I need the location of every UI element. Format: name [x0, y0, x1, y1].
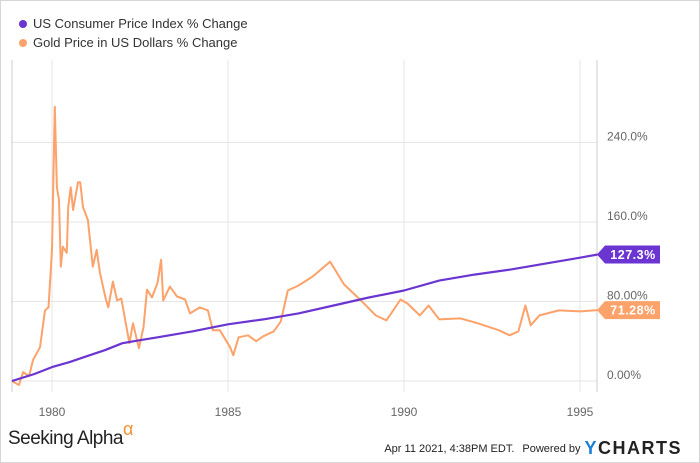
y-tick-label: 160.0% — [607, 209, 648, 223]
powered-by-label: Powered by — [522, 442, 581, 455]
seeking-alpha-logo[interactable]: Seeking Alphaα — [8, 419, 133, 450]
legend-label-gold: Gold Price in US Dollars % Change — [33, 35, 238, 50]
timestamp: Apr 11 2021, 4:38PM EDT. — [384, 442, 515, 455]
ycharts-y: Y — [584, 438, 598, 458]
legend-label-cpi: US Consumer Price Index % Change — [33, 16, 248, 31]
legend: US Consumer Price Index % Change Gold Pr… — [19, 14, 248, 52]
alpha-mark: α — [123, 419, 133, 439]
gold-end-label: 71.28% — [610, 304, 655, 318]
ycharts-text: CHARTS — [598, 438, 682, 458]
y-tick-label: 0.00% — [607, 368, 641, 382]
x-tick-label: 1995 — [567, 405, 594, 419]
cpi-end-label: 127.3% — [610, 248, 655, 262]
y-tick-label: 80.00% — [607, 288, 648, 302]
cpi-series-line — [11, 253, 598, 383]
ycharts-logo[interactable]: YCHARTS — [584, 438, 682, 459]
y-tick-label: 240.0% — [607, 129, 648, 143]
legend-item-cpi[interactable]: US Consumer Price Index % Change — [19, 14, 248, 33]
x-tick-label: 1985 — [215, 405, 242, 419]
cpi-end-label-box — [597, 245, 660, 264]
x-tick-label: 1990 — [391, 405, 418, 419]
legend-item-gold[interactable]: Gold Price in US Dollars % Change — [19, 33, 248, 52]
legend-dot-cpi — [19, 19, 27, 28]
gold-end-label-box — [597, 301, 660, 320]
brand-name: Seeking Alpha — [8, 428, 124, 449]
legend-dot-gold — [19, 38, 27, 47]
gold-series-line — [11, 105, 598, 386]
x-tick-label: 1980 — [39, 405, 66, 419]
footer-attribution: Apr 11 2021, 4:38PM EDT. Powered by YCHA… — [384, 438, 682, 459]
